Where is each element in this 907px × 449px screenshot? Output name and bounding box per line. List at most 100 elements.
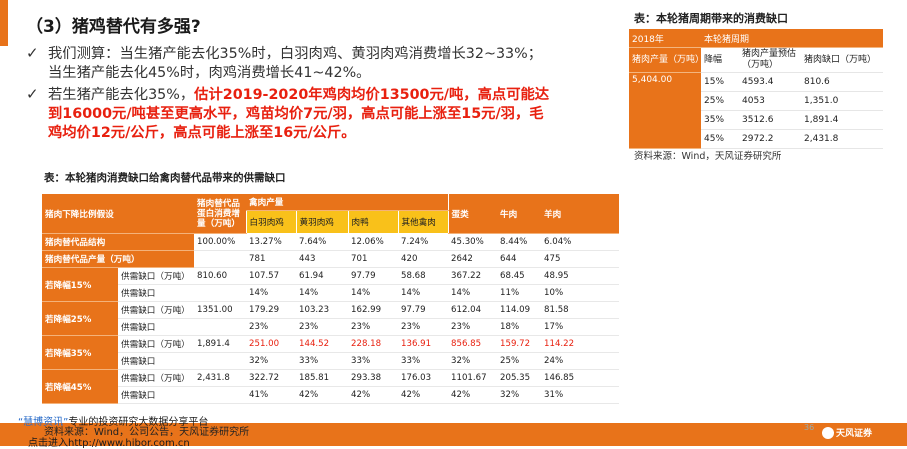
mt-pct-value: 14% [348,284,399,302]
mt-output-label: 猪肉替代品产量（万吨） [42,250,195,268]
rt-cell: 4053 [739,91,801,111]
bullet-2: ✓ 若生猪产能去化35%，估计2019-2020年鸡肉均价13500元/吨，高点可… [26,85,549,143]
bullet-2-highlight-3: 鸡均价12元/公斤，高点可能上涨至16元/公斤。 [48,125,356,141]
page-title: （3）猪鸡替代有多强? [26,17,201,37]
mt-structure-label: 猪肉替代品结构 [42,233,195,251]
mt-gap-value: 293.38 [348,369,399,387]
promo-text: 专业的投资研究大数据分享平台 [68,417,209,428]
mt-cell: 420 [398,250,449,268]
main-table-title: 表：本轮猪肉消费缺口给禽肉替代品带来的供需缺口 [44,172,286,184]
rt-cell: 2972.2 [739,129,801,149]
mt-cell: 475 [541,250,620,268]
footer-promo: “慧博资讯”专业的投资研究大数据分享平台 [18,413,208,428]
mt-gap-value: 185.81 [296,369,349,387]
mt-gap-value: 136.91 [398,335,449,353]
mt-pct-label: 供需缺口 [118,284,195,302]
rt-cell: 2,431.8 [801,129,884,149]
mt-header-poultry: 禽肉产量 [246,194,449,211]
page-number: 36 [804,423,815,432]
mt-pct-value: 42% [348,386,399,404]
mt-header-yellow-chicken: 黄羽肉鸡 [295,210,349,234]
rt-cell: 15% [701,72,739,92]
footer-link-line: 点击进入http://www.hibor.com.cn [28,434,190,449]
rt-cell: 45% [701,129,739,149]
mt-pct-value: 32% [497,386,542,404]
rt-header-gap: 猪肉缺口（万吨） [801,47,884,73]
mt-scenario-label: 若降幅35% [42,335,118,370]
mt-gap-value: 146.85 [541,369,620,387]
mt-gap-value: 97.79 [348,267,399,285]
mt-pct-value: 23% [296,318,349,336]
bullet-2-highlight-2: 到16000元/吨甚至更高水平，鸡苗均价7元/羽，高点可能上涨至15元/羽，毛 [48,106,544,122]
right-table-title: 表：本轮猪周期带来的消费缺口 [634,12,788,25]
mt-increment: 1,891.4 [194,335,247,353]
mt-pct-value: 25% [497,352,542,370]
mt-gap-value: 367.22 [448,267,498,285]
bullet-2-highlight-1: 估计2019-2020年鸡肉均价13500元/吨，高点可能达 [194,87,550,103]
mt-gap-value: 162.99 [348,301,399,319]
mt-gap-value: 114.22 [541,335,620,353]
mt-cell: 45.30% [448,233,498,251]
mt-pct-value: 42% [398,386,449,404]
mt-header-assumption: 猪肉下降比例假设 [42,194,195,234]
rt-cell: 25% [701,91,739,111]
mt-gap-label: 供需缺口（万吨） [118,267,195,285]
mt-pct-value: 10% [541,284,620,302]
mt-pct-value: 11% [497,284,542,302]
mt-cell: 13.27% [246,233,297,251]
rt-cell: 35% [701,110,739,130]
mt-gap-value: 97.79 [398,301,449,319]
footer-link-label: 点击进入 [28,438,68,449]
mt-pct-label: 供需缺口 [118,386,195,404]
mt-scenario-label: 若降幅45% [42,369,118,404]
mt-gap-value: 1101.67 [448,369,498,387]
rt-base-value: 5,404.00 [629,72,701,149]
footer-link-url[interactable]: http://www.hibor.com.cn [68,438,190,449]
mt-gap-label: 供需缺口（万吨） [118,301,195,319]
mt-gap-value: 144.52 [296,335,349,353]
poultry-gap-table: 猪肉下降比例假设 猪肉替代品蛋白消费增量（万吨） 禽肉产量 蛋类 牛肉 羊肉 白… [42,194,620,404]
mt-pct-value: 23% [246,318,297,336]
pork-gap-table: 2018年 本轮猪周期 猪肉产量（万吨） 降幅 猪肉产量预估（万吨） 猪肉缺口（… [629,29,884,149]
bullet-1-line-1: 我们测算：当生猪产能去化35%时，白羽肉鸡、黄羽肉鸡消费增长32~33%； [48,46,543,62]
mt-cell: 8.44% [497,233,542,251]
rt-header-cycle: 本轮猪周期 [701,29,884,48]
mt-cell-empty [194,318,247,336]
rt-header-output: 猪肉产量（万吨） [629,47,701,73]
mt-pct-value: 31% [541,386,620,404]
mt-header-beef: 牛肉 [497,194,542,234]
rt-header-year: 2018年 [629,29,701,48]
scenario-rows: 若降幅15% 供需缺口（万吨） 810.60 107.57 61.94 97.79 58.6… [42,267,620,404]
bullet-1-line-2: 当生猪产能去化45%时，肉鸡消费增长41~42%。 [48,65,371,81]
mt-header-duck: 肉鸭 [347,210,399,234]
mt-gap-value: 205.35 [497,369,542,387]
rt-cell: 4593.4 [739,72,801,92]
mt-gap-value: 179.29 [246,301,297,319]
mt-gap-label: 供需缺口（万吨） [118,335,195,353]
mt-cell: 7.24% [398,233,449,251]
mt-header-white-chicken: 白羽肉鸡 [245,210,297,234]
mt-cell-empty [194,284,247,302]
mt-gap-value: 107.57 [246,267,297,285]
mt-pct-value: 32% [448,352,498,370]
mt-gap-value: 48.95 [541,267,620,285]
mt-gap-value: 159.72 [497,335,542,353]
mt-pct-label: 供需缺口 [118,318,195,336]
mt-gap-label: 供需缺口（万吨） [118,369,195,387]
mt-gap-value: 114.09 [497,301,542,319]
mt-cell: 701 [348,250,399,268]
corner-accent [0,0,8,46]
mt-cell: 7.64% [296,233,349,251]
mt-pct-label: 供需缺口 [118,352,195,370]
promo-brand: “慧博资讯” [18,417,69,428]
mt-header-other-poultry: 其他禽肉 [397,210,449,234]
rt-cell: 3512.6 [739,110,801,130]
mt-header-mutton: 羊肉 [541,194,620,234]
mt-increment: 1351.00 [194,301,247,319]
mt-gap-value: 81.58 [541,301,620,319]
mt-pct-value: 33% [296,352,349,370]
mt-increment: 2,431.8 [194,369,247,387]
mt-pct-value: 24% [541,352,620,370]
mt-pct-value: 42% [448,386,498,404]
bullet-2-prefix: 若生猪产能去化35%， [48,87,195,103]
